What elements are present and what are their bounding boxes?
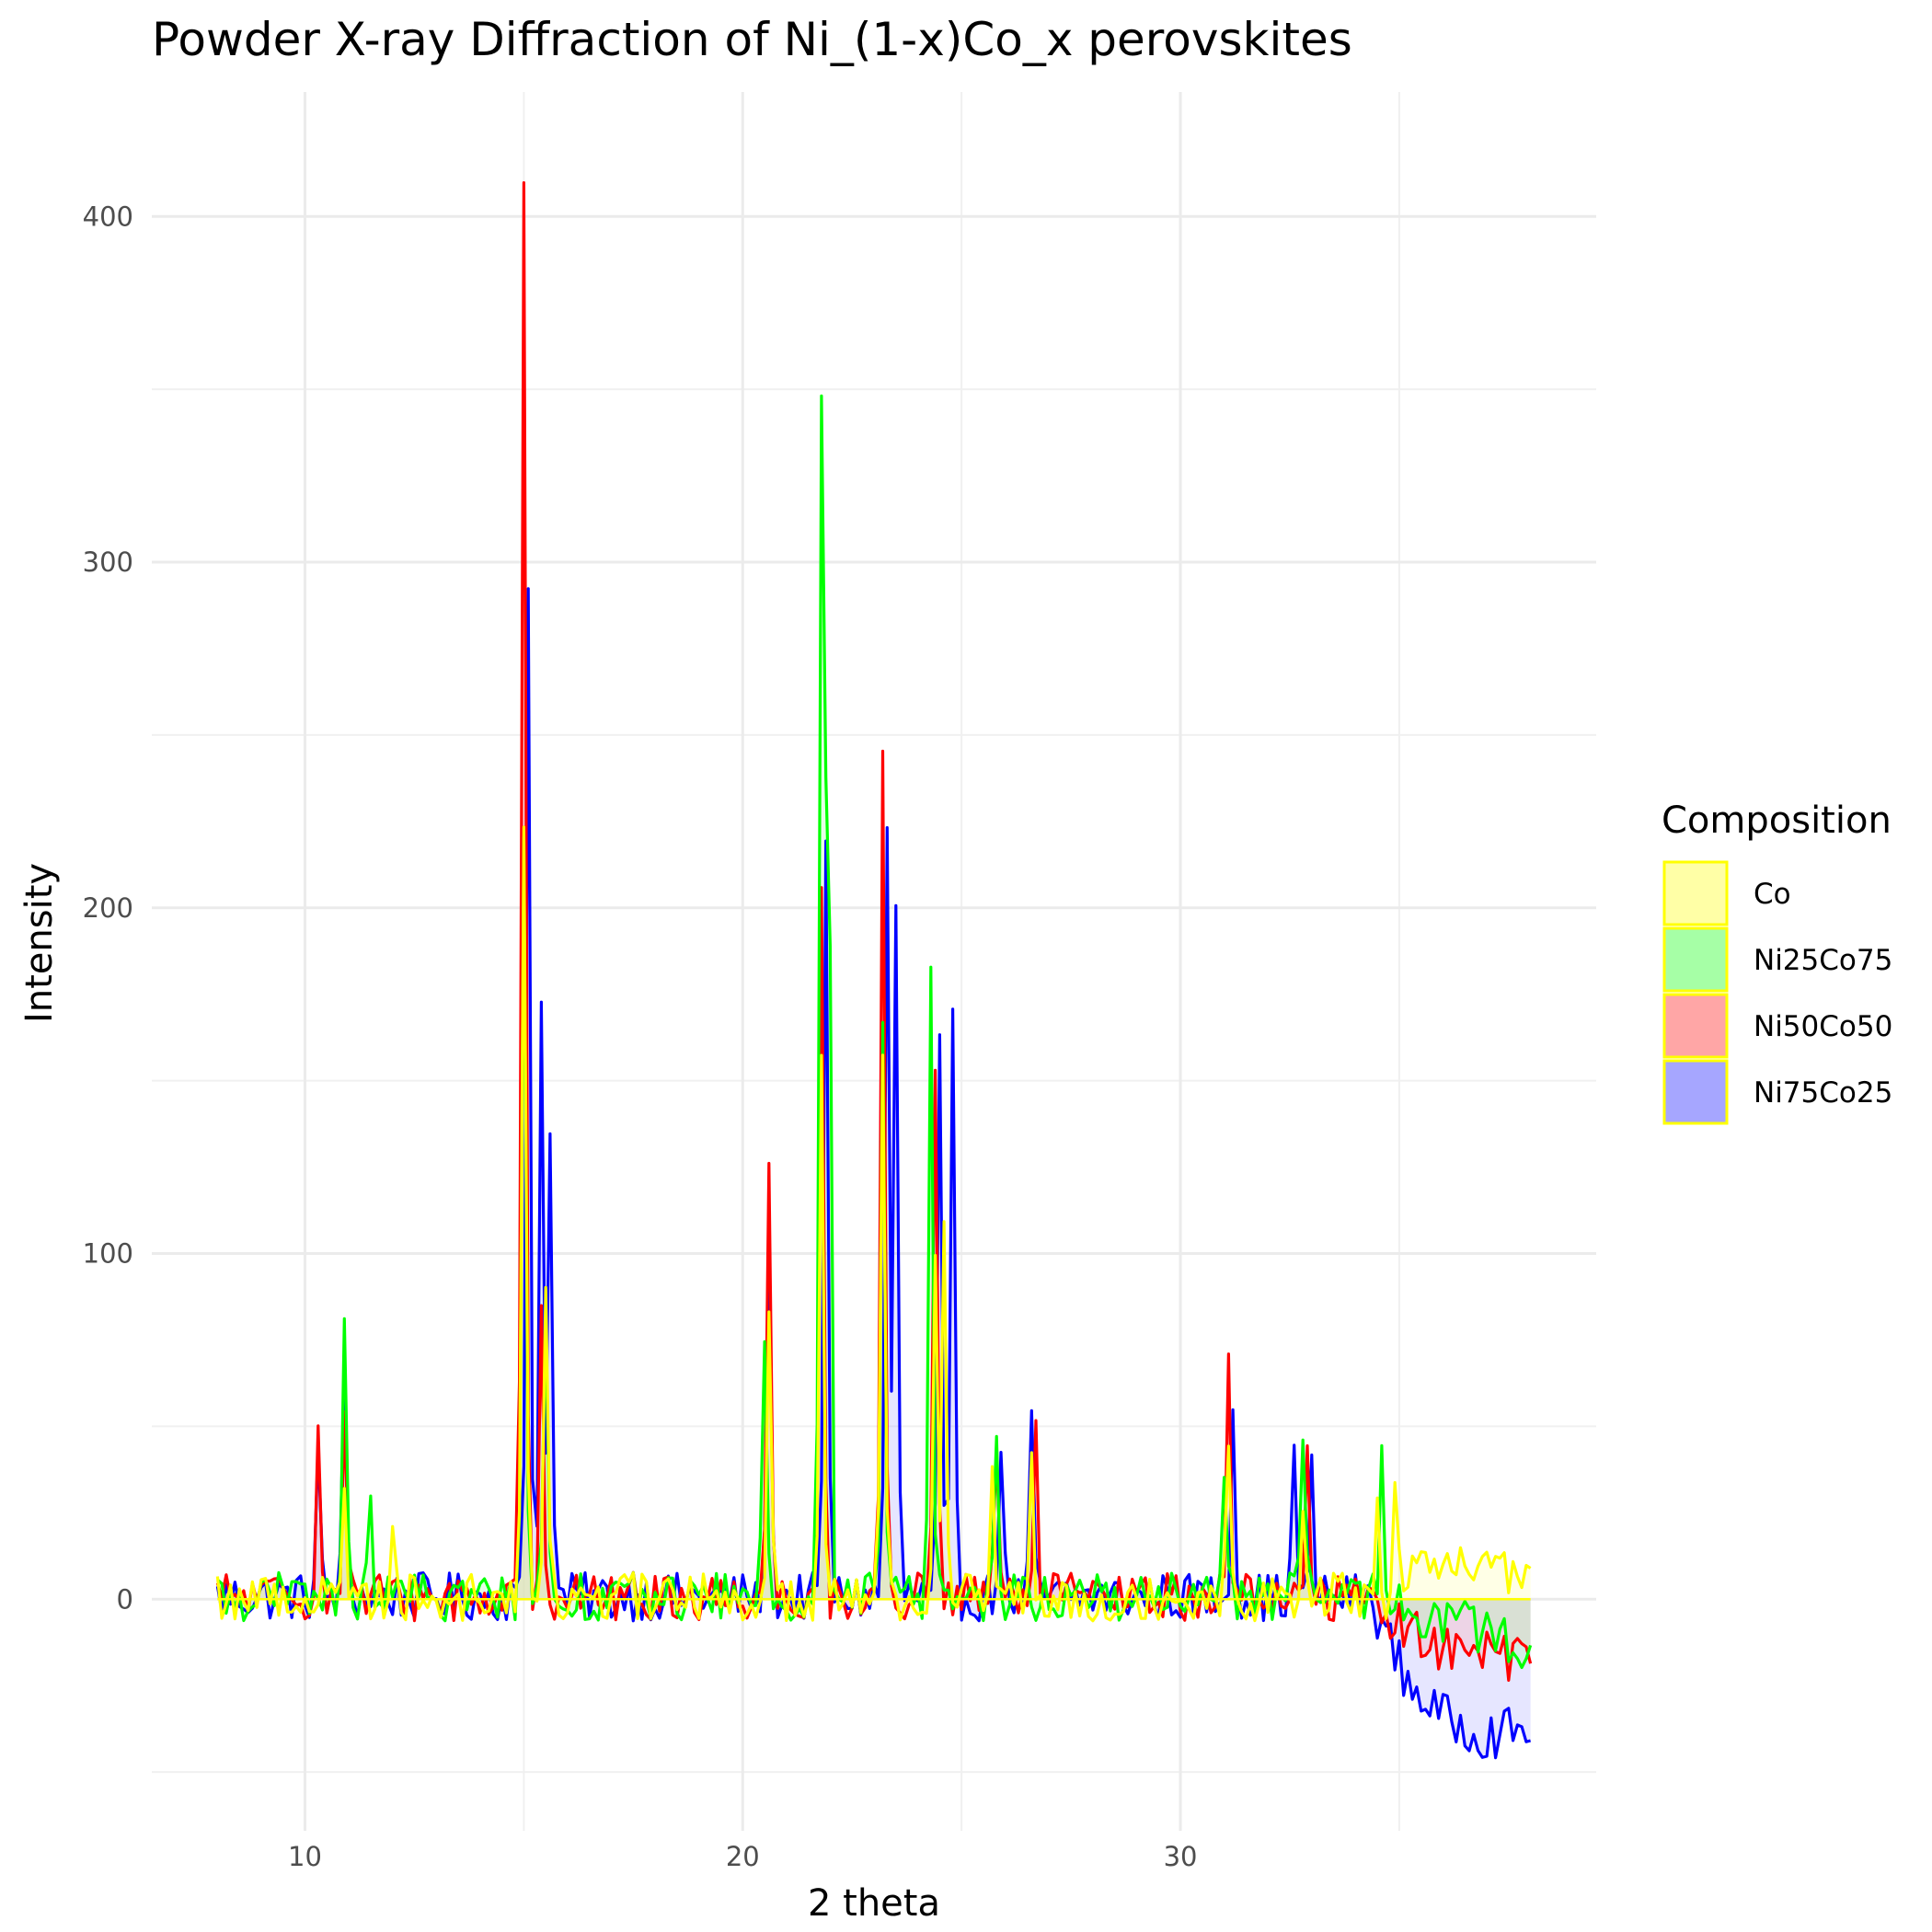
y-tick-labels: 0 100 200 300 400 [83, 201, 133, 1615]
x-tick-labels: 10 20 30 [288, 1841, 1197, 1872]
legend-key-ni25co75 [1662, 926, 1729, 993]
minor-gridlines [152, 92, 1596, 1831]
legend-label-ni25co75: Ni25Co75 [1754, 944, 1892, 977]
series-lines [215, 181, 1533, 1760]
legend-label-ni50co50: Ni50Co50 [1754, 1010, 1892, 1043]
line-ni25co75 [216, 394, 1533, 1670]
chart-title: Powder X-ray Diffraction of Ni_(1-x)Co_x… [152, 13, 1352, 66]
x-tick-label: 10 [288, 1841, 322, 1872]
y-tick-label: 100 [83, 1238, 133, 1270]
legend-key-ni50co50 [1662, 993, 1729, 1059]
legend: Composition Co Ni25Co75 Ni50Co50 Ni75Co25 [1662, 799, 1892, 1125]
series-areas [217, 182, 1531, 1758]
line-ni50co50 [215, 181, 1533, 1683]
area-co [217, 827, 1531, 1621]
y-tick-label: 0 [117, 1583, 133, 1615]
legend-label-ni75co25: Ni75Co25 [1754, 1076, 1892, 1110]
legend-key-co [1662, 860, 1729, 926]
x-tick-label: 30 [1164, 1841, 1198, 1872]
legend-key-ni75co25 [1662, 1059, 1729, 1125]
y-tick-label: 300 [83, 546, 133, 578]
legend-title: Composition [1662, 799, 1892, 842]
area-ni75co25 [217, 588, 1531, 1758]
x-axis-title: 2 theta [808, 1882, 940, 1925]
x-tick-label: 20 [726, 1841, 760, 1872]
y-tick-label: 400 [83, 201, 133, 232]
legend-label-co: Co [1754, 878, 1791, 911]
line-co [215, 825, 1532, 1623]
area-ni25co75 [217, 396, 1531, 1668]
y-tick-label: 200 [83, 892, 133, 924]
y-axis-title: Intensity [18, 863, 61, 1023]
area-ni50co50 [217, 182, 1531, 1681]
